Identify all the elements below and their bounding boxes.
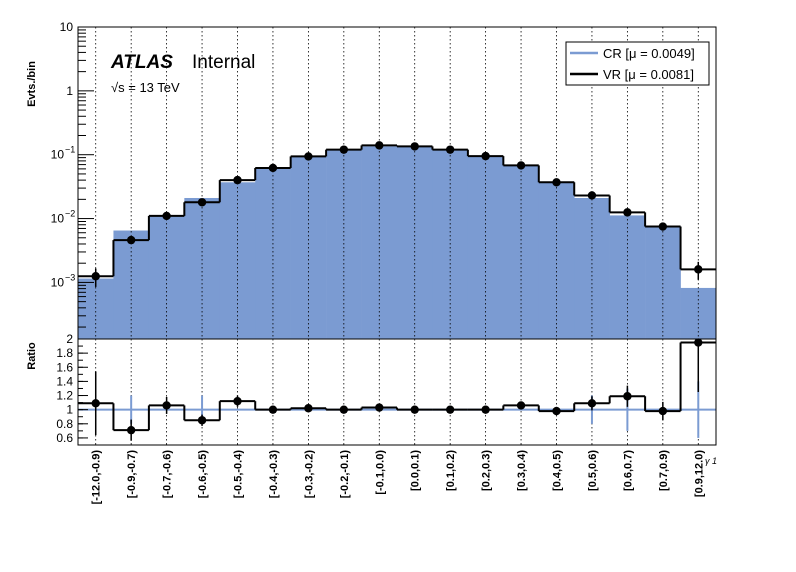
x-category-label-1: [-0.9,-0.7)	[126, 450, 138, 499]
vr-point-1	[126, 235, 136, 245]
ratio-point-9	[410, 405, 419, 414]
vr-point-9	[410, 142, 419, 151]
internal-label: Internal	[192, 52, 255, 73]
ratio-tick-label-7: 2	[66, 332, 73, 346]
ratio-panel: 0.60.811.21.41.61.82 Ratio [-12.0,-0.9)[…	[26, 332, 717, 504]
x-category-label-8: [-0.1,0.0)	[374, 450, 386, 495]
top-tick-label-0: 10	[60, 20, 74, 34]
ratio-point-3	[197, 416, 207, 425]
x-category-label-17: [0.9,12.0)	[693, 450, 705, 497]
ratio-point-5	[268, 405, 278, 414]
ratio-tick-label-1: 0.8	[56, 417, 73, 431]
x-category-label-10: [0.1,0.2)	[445, 450, 457, 491]
vr-point-8	[375, 141, 384, 150]
x-category-label-6: [-0.3,-0.2)	[303, 450, 315, 499]
ratio-tick-label-0: 0.6	[56, 431, 73, 445]
legend-vr-label: VR [μ = 0.0081]	[603, 67, 694, 82]
ratio-point-14	[587, 399, 597, 408]
ratio-point-10	[445, 405, 455, 414]
ratio-point-11	[481, 405, 490, 414]
x-category-label-7: [-0.2,-0.1)	[339, 450, 351, 499]
ratio-point-8	[375, 403, 384, 412]
vr-point-7	[339, 145, 349, 154]
ratio-y-axis: 0.60.811.21.41.61.82	[56, 332, 88, 445]
legend: CR [μ = 0.0049] VR [μ = 0.0081]	[565, 41, 710, 86]
ratio-tick-label-5: 1.6	[56, 360, 73, 374]
vr-point-12	[516, 161, 526, 170]
cr-bar-8	[361, 146, 398, 339]
ratio-point-12	[516, 401, 526, 410]
x-category-labels: [-12.0,-0.9) [-0.9,-0.7) [-0.7,-0.6) [-0.6,…	[91, 450, 706, 505]
legend-box	[565, 41, 710, 86]
vr-point-4	[233, 175, 242, 185]
ratio-point-7	[339, 405, 349, 414]
x-category-label-16: [0.7,0.9)	[658, 450, 670, 491]
x-category-label-13: [0.4,0.5)	[552, 450, 564, 491]
atlas-label: ATLAS	[110, 52, 173, 73]
top-tick-exponent-2: −1	[65, 145, 75, 155]
top-tick-label-3: 10	[51, 212, 65, 226]
vertical-gridlines	[95, 27, 699, 339]
vr-point-6	[304, 152, 313, 161]
ratio-y-axis-label: Ratio	[26, 342, 38, 370]
ratio-tick-label-6: 1.8	[56, 346, 73, 360]
vr-layer	[78, 141, 716, 287]
energy-label: √s = 13 TeV	[111, 80, 180, 95]
ratio-point-16	[658, 406, 668, 416]
ratio-point-17	[694, 338, 703, 347]
x-category-label-0: [-12.0,-0.9)	[91, 450, 103, 505]
x-category-label-3: [-0.6,-0.5)	[197, 450, 209, 499]
vr-point-10	[445, 145, 455, 154]
top-tick-label-4: 10	[51, 275, 65, 289]
top-tick-label-1: 1	[66, 84, 73, 98]
vr-point-17	[694, 265, 703, 274]
x-category-label-5: [-0.4,-0.3)	[268, 450, 280, 499]
x-category-label-4: [-0.5,-0.4)	[233, 450, 245, 499]
ratio-point-2	[162, 401, 171, 410]
vr-point-11	[481, 151, 490, 161]
vr-point-16	[658, 222, 668, 231]
ratio-tick-label-3: 1.2	[56, 389, 73, 403]
ratio-vr-layer	[78, 338, 716, 441]
vr-point-3	[197, 198, 207, 207]
top-tick-exponent-3: −2	[65, 209, 75, 219]
x-category-label-9: [0.0,0.1)	[410, 450, 422, 491]
x-category-label-14: [0.5,0.6)	[587, 450, 599, 491]
ratio-point-6	[304, 404, 313, 413]
ratio-frame	[77, 338, 717, 446]
ratio-point-4	[233, 396, 242, 406]
top-tick-label-2: 10	[51, 148, 65, 162]
vr-point-14	[587, 191, 597, 200]
x-category-label-12: [0.3,0.4)	[516, 450, 528, 491]
vr-point-2	[162, 211, 171, 221]
atlas-branding: ATLAS Internal √s = 13 TeV	[110, 52, 255, 95]
x-category-label-2: [-0.7,-0.6)	[162, 450, 174, 499]
ratio-tick-label-2: 1	[66, 403, 73, 417]
ratio-point-15	[623, 392, 632, 401]
top-y-axis-label: Evts./bin	[26, 61, 38, 107]
ratio-tick-label-4: 1.4	[56, 374, 73, 388]
vr-point-0	[91, 272, 100, 281]
legend-cr-label: CR [μ = 0.0049]	[603, 46, 695, 61]
cr-bar-5	[255, 168, 291, 339]
vr-point-13	[552, 178, 561, 187]
x-axis-symbol: γ 1	[705, 456, 717, 466]
vr-point-5	[268, 163, 278, 173]
top-tick-exponent-4: −3	[65, 272, 75, 282]
x-category-label-15: [0.6,0.7)	[622, 450, 634, 491]
ratio-point-13	[552, 406, 561, 416]
ratio-point-1	[126, 425, 136, 435]
cr-bar-9	[397, 146, 433, 339]
cr-bar-1	[113, 230, 150, 339]
vr-point-15	[623, 208, 632, 217]
x-category-label-11: [0.2,0.3)	[481, 450, 493, 491]
ratio-point-0	[91, 399, 100, 408]
